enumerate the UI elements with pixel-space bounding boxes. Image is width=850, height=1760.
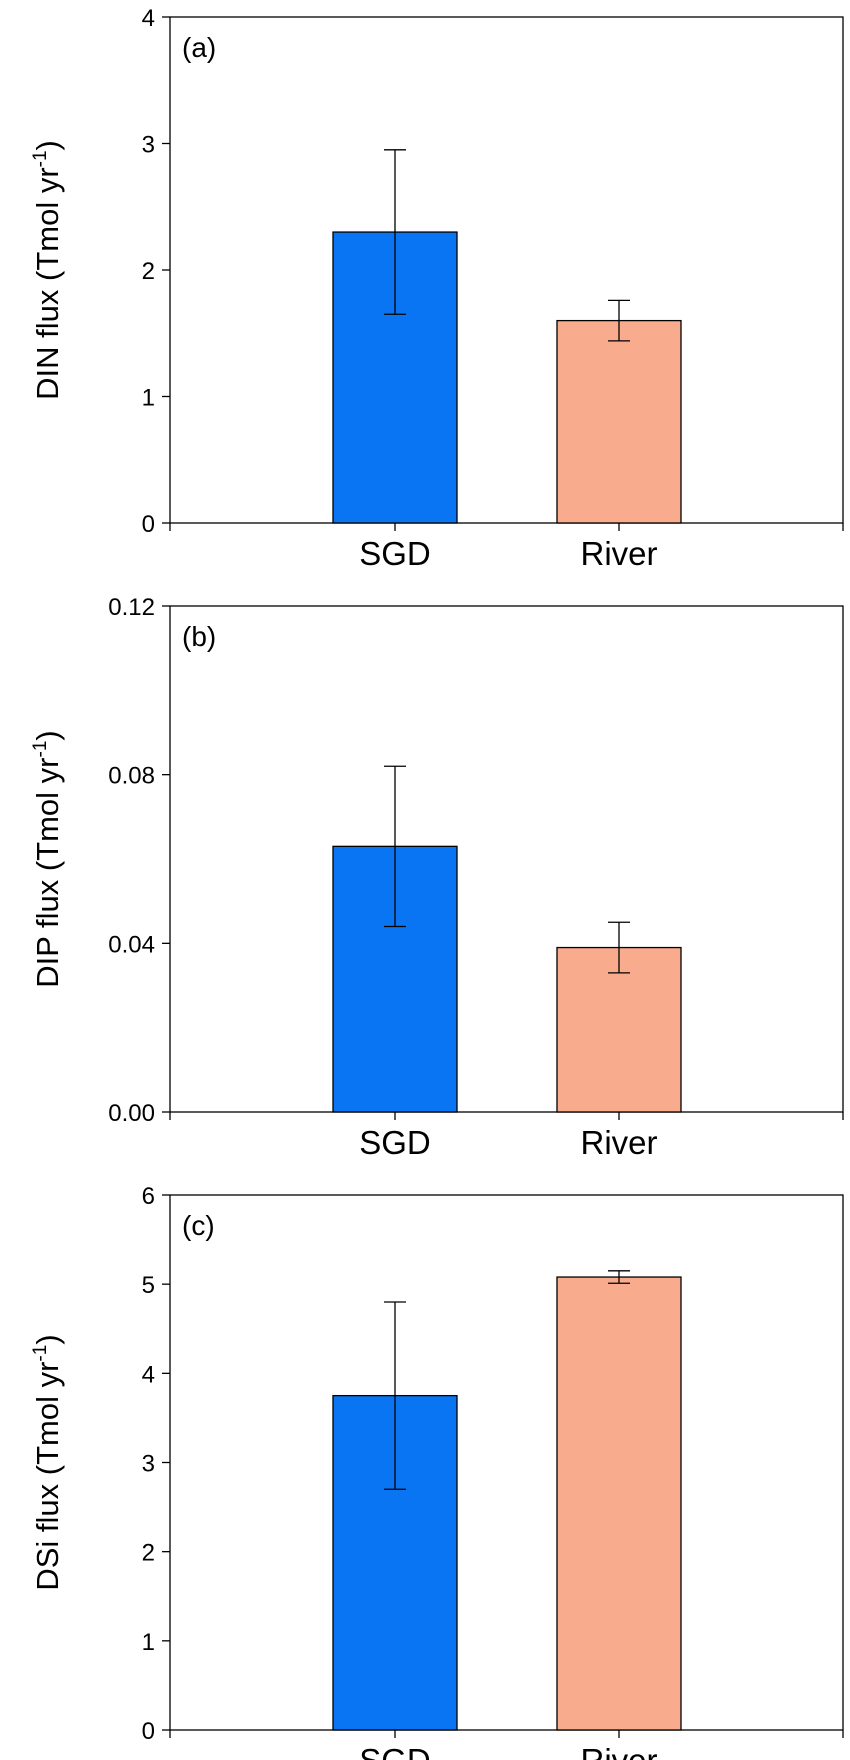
panel-label: (a) [182, 32, 216, 63]
x-category-label-river: River [580, 1742, 657, 1760]
y-axis-title-superscript: -1 [30, 1345, 51, 1362]
y-tick-label: 3 [142, 132, 155, 159]
y-tick-label: 2 [142, 1540, 155, 1567]
bar-river [556, 946, 682, 1113]
y-axis-title-superscript: -1 [30, 150, 51, 167]
y-tick-label: 1 [142, 385, 155, 412]
panel-label: (c) [182, 1210, 215, 1241]
y-tick-label: 2 [142, 258, 155, 285]
bar-river [556, 1276, 682, 1731]
x-category-label-sgd: SGD [359, 1742, 431, 1760]
y-axis-title: DIN flux (Tmol yr-1) [30, 140, 65, 400]
y-axis-title-superscript: -1 [30, 741, 51, 758]
x-category-label-sgd: SGD [359, 535, 431, 572]
y-axis-title-close: ) [30, 1334, 65, 1344]
x-category-label-sgd: SGD [359, 1124, 431, 1161]
y-axis-title: DSi flux (Tmol yr-1) [30, 1334, 65, 1590]
plot-frame [169, 605, 844, 1113]
y-axis-title-main: DSi flux (Tmol yr [30, 1362, 65, 1591]
y-tick-label: 0.08 [108, 763, 155, 790]
y-axis-title: DIP flux (Tmol yr-1) [30, 730, 65, 987]
chart-panel-3: 0 1 2 3 4 5 6 SGD River (c) DSi flux (Tmol yr-1) [30, 1183, 844, 1760]
y-axis-title-main: DIP flux (Tmol yr [30, 758, 65, 988]
plot-frame [169, 1194, 844, 1731]
chart-panel-2: 0.00 0.04 0.08 0.12 SGD River (b) DIP flux (Tmo… [30, 594, 844, 1161]
y-tick-label: 6 [142, 1183, 155, 1210]
y-axis-title-close: ) [30, 730, 65, 740]
plot-frame [169, 16, 844, 524]
y-tick-label: 0.12 [108, 594, 155, 621]
chart-panel-1: 0 1 2 3 4 SGD River (a) DIN flux (Tmol yr-1) [30, 5, 844, 572]
y-tick-label: 3 [142, 1451, 155, 1478]
panel-label: (b) [182, 621, 216, 652]
y-axis-title-main: DIN flux (Tmol yr [30, 167, 65, 400]
bar-river [556, 319, 682, 524]
y-tick-label: 1 [142, 1629, 155, 1656]
y-tick-label: 0.04 [108, 931, 155, 958]
y-tick-label: 0 [142, 1718, 155, 1745]
y-tick-label: 0.00 [108, 1100, 155, 1127]
x-category-label-river: River [580, 1124, 657, 1161]
y-tick-label: 4 [142, 5, 155, 32]
y-tick-label: 0 [142, 511, 155, 538]
x-category-label-river: River [580, 535, 657, 572]
y-axis-title-close: ) [30, 140, 65, 150]
y-tick-label: 4 [142, 1361, 155, 1388]
y-tick-label: 5 [142, 1272, 155, 1299]
